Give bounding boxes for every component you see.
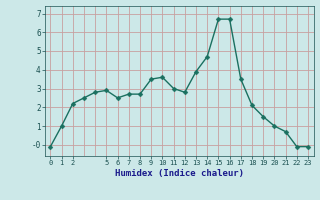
X-axis label: Humidex (Indice chaleur): Humidex (Indice chaleur): [115, 169, 244, 178]
